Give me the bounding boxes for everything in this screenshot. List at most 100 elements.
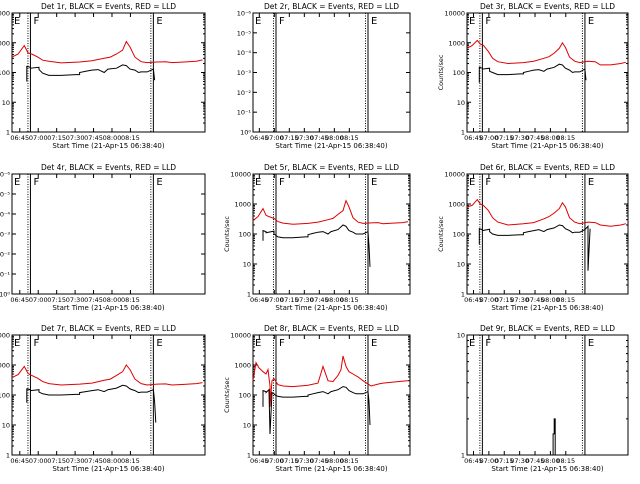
y-tick-label: 1 <box>247 452 251 460</box>
segment-label: E <box>14 177 20 188</box>
x-tick-label: 08:00 <box>541 296 560 304</box>
series-lld <box>252 355 409 407</box>
segment-label: F <box>485 16 491 27</box>
y-tick-label: 10 <box>457 99 465 107</box>
x-axis-label: Start Time (21-Apr-15 06:38:40) <box>491 304 603 312</box>
x-tick-label: 06:45 <box>464 296 483 304</box>
series-events <box>262 224 371 267</box>
series-events <box>26 64 156 82</box>
x-tick-label: 06:45 <box>464 457 483 465</box>
segment-label: F <box>279 16 285 27</box>
y-tick-label: 1000 <box>234 362 251 370</box>
y-tick-label: 1 <box>461 291 465 299</box>
x-tick-label: 07:30 <box>295 457 314 465</box>
x-tick-label: 07:00 <box>265 457 284 465</box>
x-tick-label: 07:00 <box>480 296 499 304</box>
segment-label: E <box>588 338 594 349</box>
x-tick-label: 06:45 <box>250 134 269 142</box>
x-tick-label: 07:15 <box>495 296 514 304</box>
segment-label: E <box>371 177 377 188</box>
plot-title: Det 2r, BLACK = Events, RED = LLD <box>264 2 399 11</box>
series-lld <box>11 40 203 64</box>
plot-frame <box>252 173 411 295</box>
y-tick-label: 100 <box>239 231 251 239</box>
y-tick-label: 10 <box>457 332 465 340</box>
x-tick-label: 08:15 <box>556 296 575 304</box>
x-tick-label: 08:15 <box>340 457 359 465</box>
x-tick-label: 07:00 <box>265 296 284 304</box>
x-tick-label: 08:00 <box>325 134 344 142</box>
segment-label: E <box>156 177 162 188</box>
segment-label: E <box>14 338 20 349</box>
plot-2: Det 2r, BLACK = Events, RED = LLD 10⁰ 10⁻¹… <box>237 2 411 150</box>
y-tick-label: 10 <box>243 261 251 269</box>
plot-title: Det 5r, BLACK = Events, RED = LLD <box>264 163 399 172</box>
segment-label: E <box>588 16 594 27</box>
x-tick-label: 07:15 <box>495 457 514 465</box>
y-tick-label: 1 <box>461 129 465 137</box>
plot-title: Det 4r, BLACK = Events, RED = LLD <box>41 163 176 172</box>
x-tick-label: 07:45 <box>526 457 545 465</box>
x-tick-label: 08:00 <box>541 457 560 465</box>
x-tick-label: 07:00 <box>480 134 499 142</box>
x-tick-label: 07:30 <box>295 296 314 304</box>
y-tick-label: 10⁻⁶ <box>237 10 252 18</box>
plot-title: Det 8r, BLACK = Events, RED = LLD <box>264 324 399 333</box>
y-tick-label: 10 <box>457 261 465 269</box>
plot-4: Det 4r, BLACK = Events, RED = LLD 10⁰ 10⁻¹… <box>0 163 206 312</box>
segment-label: E <box>255 338 261 349</box>
series-lld <box>252 199 409 225</box>
x-tick-label: 07:45 <box>526 296 545 304</box>
y-tick-label: 10⁻⁵ <box>0 191 10 199</box>
y-tick-label: 10⁻¹ <box>0 271 10 279</box>
x-tick-label: 08:15 <box>340 134 359 142</box>
y-tick-label: 1 <box>6 129 10 137</box>
plot-title: Det 7r, BLACK = Events, RED = LLD <box>41 324 176 333</box>
y-tick-label: 1000 <box>448 201 465 209</box>
series-events <box>262 386 371 435</box>
plot-5: Det 5r, BLACK = Events, RED = LLD 1 10 100 1… <box>223 163 411 312</box>
plot-8: Det 8r, BLACK = Events, RED = LLD 1 10 100 1… <box>223 324 411 473</box>
y-axis-label: Counts/sec <box>437 54 445 90</box>
plot-frame <box>11 173 206 295</box>
y-tick-label: 100 <box>0 69 10 77</box>
x-tick-label: 07:30 <box>510 457 529 465</box>
x-tick-label: 07:15 <box>47 457 66 465</box>
segment-label: E <box>255 177 261 188</box>
x-tick-label: 07:15 <box>495 134 514 142</box>
plot-frame <box>11 334 206 456</box>
y-tick-label: 1000 <box>0 39 10 47</box>
segment-label: F <box>485 338 491 349</box>
x-axis-label: Start Time (21-Apr-15 06:38:40) <box>491 465 603 473</box>
x-tick-label: 08:15 <box>121 296 140 304</box>
series-events <box>478 224 591 271</box>
segment-label: E <box>469 338 475 349</box>
plot-title: Det 6r, BLACK = Events, RED = LLD <box>480 163 615 172</box>
x-tick-label: 07:30 <box>510 134 529 142</box>
series-lld <box>466 39 627 66</box>
x-axis-label: Start Time (21-Apr-15 06:38:40) <box>275 465 387 473</box>
x-tick-label: 08:15 <box>121 457 140 465</box>
y-tick-label: 10 <box>2 99 10 107</box>
x-tick-label: 08:15 <box>556 457 575 465</box>
x-tick-label: 08:15 <box>556 134 575 142</box>
y-axis-label: Counts/sec <box>223 216 231 252</box>
y-axis-label: Counts/sec <box>223 377 231 413</box>
segment-label: F <box>279 177 285 188</box>
segment-label: E <box>371 16 377 27</box>
segment-label: F <box>279 338 285 349</box>
x-tick-label: 07:45 <box>526 134 545 142</box>
x-tick-label: 07:45 <box>84 134 103 142</box>
x-axis-label: Start Time (21-Apr-15 06:38:40) <box>52 142 164 150</box>
y-tick-label: 10000 <box>0 332 10 340</box>
y-tick-label: 10⁻² <box>0 251 10 259</box>
segment-label: E <box>14 16 20 27</box>
x-axis-label: Start Time (21-Apr-15 06:38:40) <box>52 465 164 473</box>
y-tick-label: 10⁻⁵ <box>237 29 252 37</box>
y-tick-label: 10 <box>243 422 251 430</box>
x-tick-label: 07:15 <box>47 296 66 304</box>
segment-label: E <box>371 338 377 349</box>
plot-3: Det 3r, BLACK = Events, RED = LLD 1 10 100 1… <box>437 2 629 150</box>
series-lld <box>466 198 627 227</box>
